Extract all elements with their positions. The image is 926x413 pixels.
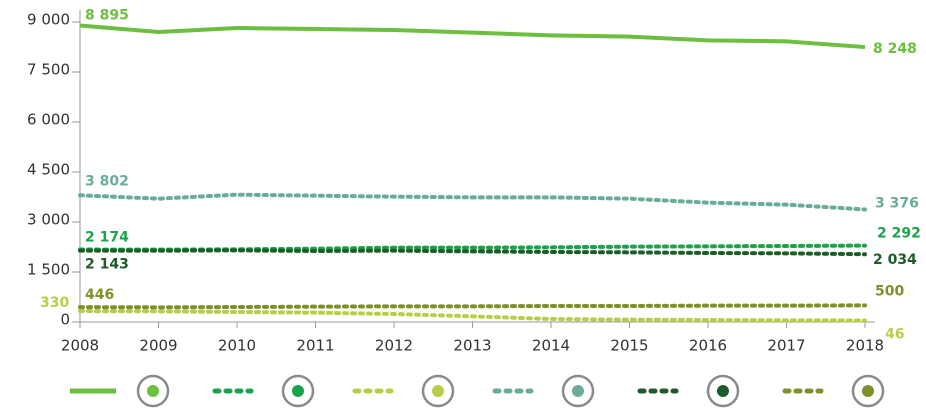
series-line (79, 23, 866, 50)
value-label: 46 (885, 326, 904, 342)
legend-icon-core (432, 385, 444, 397)
x-tick-label: 2008 (61, 337, 99, 355)
x-tick-label: 2015 (610, 337, 648, 355)
y-tick-label: 0 (60, 311, 70, 329)
y-tick-label: 3 000 (27, 211, 70, 229)
value-label: 3 376 (875, 195, 919, 211)
series-line (78, 192, 867, 212)
legend-item (782, 374, 885, 408)
legend-icon (281, 374, 315, 408)
legend-icon-core (717, 385, 729, 397)
value-label: 8 895 (85, 8, 129, 24)
series-line (78, 303, 867, 310)
series-line (78, 248, 867, 257)
legend-icon-core (292, 385, 304, 397)
legend-icon (851, 374, 885, 408)
value-label: 500 (875, 283, 904, 299)
y-tick-label: 7 500 (27, 61, 70, 79)
legend-item (352, 374, 455, 408)
y-tick-label: 6 000 (27, 111, 70, 129)
x-tick-label: 2017 (767, 337, 805, 355)
series-line (78, 243, 867, 252)
legend-icon-core (147, 385, 159, 397)
y-tick-label: 1 500 (27, 261, 70, 279)
legend-icon-core (572, 385, 584, 397)
legend-icon-core (862, 385, 874, 397)
value-label: 2 034 (873, 252, 917, 268)
legend-icon (561, 374, 595, 408)
series-line (78, 309, 867, 323)
legend-item (492, 374, 595, 408)
x-tick-label: 2010 (218, 337, 256, 355)
legend-item (637, 374, 740, 408)
x-tick-label: 2013 (453, 337, 491, 355)
value-label: 330 (40, 295, 69, 311)
y-tick-label: 4 500 (27, 161, 70, 179)
legend-icon (706, 374, 740, 408)
legend-item (212, 374, 315, 408)
value-label: 2 292 (877, 226, 921, 242)
legend-icon (421, 374, 455, 408)
x-tick-label: 2011 (296, 337, 334, 355)
legend-item (70, 374, 170, 408)
x-tick-label: 2018 (846, 337, 884, 355)
value-label: 446 (85, 287, 114, 303)
y-tick-label: 9 000 (27, 11, 70, 29)
x-tick-label: 2012 (375, 337, 413, 355)
x-tick-label: 2016 (689, 337, 727, 355)
x-tick-label: 2009 (139, 337, 177, 355)
legend-icon (136, 374, 170, 408)
value-label: 2 143 (85, 257, 129, 273)
x-tick-label: 2014 (532, 337, 570, 355)
value-label: 3 802 (85, 173, 129, 189)
value-label: 8 248 (873, 41, 917, 57)
value-label: 2 174 (85, 230, 129, 246)
